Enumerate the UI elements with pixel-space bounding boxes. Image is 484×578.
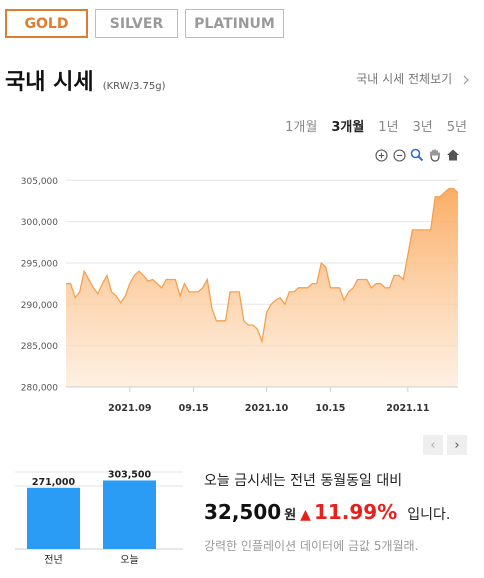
summary-intro: 오늘 금시세는 전년 동월동일 대비 bbox=[204, 473, 403, 489]
y-tick-label: 305,000 bbox=[21, 177, 58, 187]
metal-tabs: GOLD SILVER PLATINUM bbox=[5, 9, 284, 38]
view-all-label: 국내 시세 전체보기 bbox=[356, 72, 453, 86]
zoom-out-icon[interactable] bbox=[392, 148, 406, 162]
comparison-bar-chart: 271,000 전년 303,500 오늘 bbox=[15, 469, 183, 566]
tab-silver[interactable]: SILVER bbox=[95, 9, 178, 38]
diff-amount: 32,500 bbox=[204, 500, 282, 524]
pan-hand-icon[interactable] bbox=[428, 148, 442, 162]
news-headline[interactable]: 강력한 인플레이션 데이터에 금값 5개월래. bbox=[204, 539, 419, 553]
summary-tail: 입니다. bbox=[407, 507, 451, 523]
chart-toolbar bbox=[374, 148, 460, 162]
up-arrow-icon: ▲ bbox=[300, 507, 311, 523]
unit-label: (KRW/3.75g) bbox=[102, 81, 166, 92]
view-all-link[interactable]: 국내 시세 전체보기 bbox=[356, 70, 470, 87]
y-tick-label: 280,000 bbox=[21, 384, 58, 394]
x-tick-label: 2021.11 bbox=[386, 403, 429, 414]
zoom-in-icon[interactable] bbox=[374, 148, 388, 162]
x-tick-label: 2021.10 bbox=[245, 403, 289, 414]
x-tick-label: 2021.09 bbox=[108, 403, 151, 414]
price-area-fill bbox=[66, 188, 458, 387]
bar-category-label: 오늘 bbox=[120, 554, 138, 566]
price-summary: 오늘 금시세는 전년 동월동일 대비 32,500 원 ▲ 11.99% 입니다… bbox=[204, 470, 474, 554]
chart-pager: ‹ › bbox=[423, 435, 467, 455]
x-tick-label: 10.15 bbox=[315, 403, 345, 414]
period-5y[interactable]: 5년 bbox=[446, 120, 467, 135]
y-tick-label: 285,000 bbox=[21, 342, 58, 352]
period-3m[interactable]: 3개월 bbox=[331, 120, 365, 135]
period-1y[interactable]: 1년 bbox=[378, 120, 399, 135]
y-tick-label: 290,000 bbox=[21, 301, 58, 311]
period-selector: 1개월 3개월 1년 3년 5년 bbox=[285, 116, 467, 135]
summary-diff: 32,500 원 ▲ 11.99% 입니다. bbox=[204, 500, 474, 524]
bar bbox=[103, 480, 156, 549]
y-tick-label: 300,000 bbox=[21, 218, 58, 228]
chevron-right-icon bbox=[463, 75, 469, 84]
magnify-icon[interactable] bbox=[410, 148, 424, 162]
tab-platinum[interactable]: PLATINUM bbox=[185, 9, 284, 38]
x-tick-label: 09.15 bbox=[179, 403, 209, 414]
price-area-chart: 280,000 285,000 290,000 295,000 300,000 305,0… bbox=[21, 177, 459, 414]
bar-category-label: 전년 bbox=[44, 554, 62, 566]
price-line bbox=[66, 187, 459, 345]
pager-prev-button[interactable]: ‹ bbox=[423, 435, 443, 455]
pager-next-button[interactable]: › bbox=[447, 435, 467, 455]
tab-gold[interactable]: GOLD bbox=[5, 9, 88, 38]
section-header: 국내 시세 (KRW/3.75g) 국내 시세 전체보기 bbox=[5, 64, 470, 98]
diff-percent: 11.99% bbox=[313, 500, 398, 524]
currency-label: 원 bbox=[284, 508, 297, 523]
bar bbox=[27, 487, 80, 549]
home-icon[interactable] bbox=[446, 148, 460, 162]
page-title: 국내 시세 bbox=[5, 70, 94, 95]
period-1m[interactable]: 1개월 bbox=[285, 120, 318, 135]
bar-value-label: 303,500 bbox=[108, 469, 152, 480]
bar-value-label: 271,000 bbox=[32, 477, 76, 488]
period-3y[interactable]: 3년 bbox=[412, 120, 433, 135]
y-tick-label: 295,000 bbox=[21, 259, 58, 269]
